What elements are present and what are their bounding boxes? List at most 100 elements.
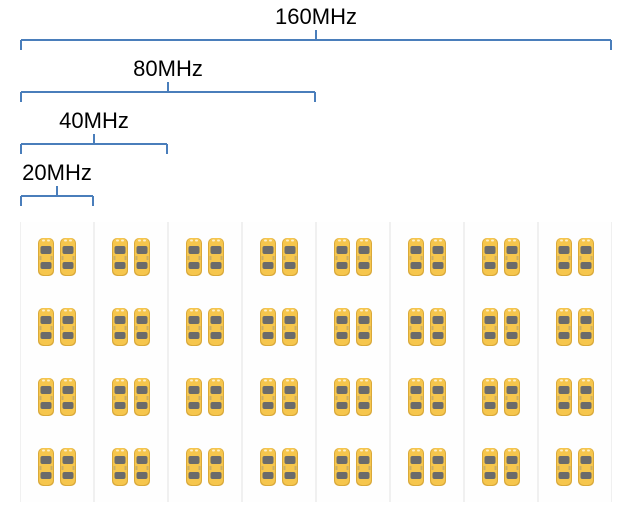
car-icon <box>555 446 573 488</box>
car-icon <box>407 306 425 348</box>
car-icon <box>133 306 151 348</box>
car-icon <box>555 306 573 348</box>
car-icon <box>333 236 351 278</box>
car-icon <box>59 306 77 348</box>
car-icon <box>577 376 595 418</box>
car-icon <box>207 306 225 348</box>
car-icon <box>37 446 55 488</box>
car-icon <box>37 306 55 348</box>
car-icon <box>111 236 129 278</box>
car-icon <box>429 236 447 278</box>
car-icon <box>407 446 425 488</box>
car-icon <box>355 376 373 418</box>
lane-cell <box>20 432 94 502</box>
car-icon <box>59 446 77 488</box>
car-icon <box>355 306 373 348</box>
car-icon <box>503 376 521 418</box>
lane-cell <box>390 432 464 502</box>
car-icon <box>407 376 425 418</box>
car-icon <box>407 236 425 278</box>
car-icon <box>333 236 351 278</box>
car-icon <box>59 236 77 278</box>
lane-cell <box>538 432 612 502</box>
lane-cell <box>94 362 168 432</box>
car-icon <box>555 236 573 278</box>
car-icon <box>577 446 595 488</box>
lane-cell <box>464 292 538 362</box>
lane-cell <box>464 362 538 432</box>
car-icon <box>207 446 225 488</box>
car-icon <box>133 236 151 278</box>
car-icon <box>281 446 299 488</box>
car-icon <box>577 446 595 488</box>
car-icon <box>185 236 203 278</box>
lane-cell <box>316 292 390 362</box>
car-icon <box>185 236 203 278</box>
car-icon <box>555 376 573 418</box>
lane-cell <box>168 432 242 502</box>
car-icon <box>481 446 499 488</box>
car-icon <box>207 236 225 278</box>
car-icon <box>355 236 373 278</box>
car-icon <box>481 236 499 278</box>
car-icon <box>481 376 499 418</box>
car-icon <box>185 376 203 418</box>
car-icon <box>259 376 277 418</box>
car-icon <box>333 376 351 418</box>
car-icon <box>207 376 225 418</box>
lane-cell <box>168 362 242 432</box>
car-icon <box>577 306 595 348</box>
car-icon <box>133 306 151 348</box>
car-icon <box>133 236 151 278</box>
channel-grid <box>20 222 612 502</box>
car-icon <box>355 446 373 488</box>
car-icon <box>59 236 77 278</box>
lane-cell <box>94 222 168 292</box>
car-icon <box>207 446 225 488</box>
car-icon <box>481 306 499 348</box>
car-icon <box>555 236 573 278</box>
car-icon <box>259 306 277 348</box>
car-icon <box>133 376 151 418</box>
car-icon <box>207 306 225 348</box>
car-icon <box>111 236 129 278</box>
car-icon <box>555 376 573 418</box>
car-icon <box>503 306 521 348</box>
lane-cell <box>464 222 538 292</box>
car-icon <box>429 376 447 418</box>
bandwidth-label: 40MHz <box>59 108 129 134</box>
car-icon <box>259 306 277 348</box>
car-icon <box>333 446 351 488</box>
car-icon <box>429 306 447 348</box>
car-icon <box>481 306 499 348</box>
lane-cell <box>538 292 612 362</box>
car-icon <box>355 376 373 418</box>
lane-cell <box>390 222 464 292</box>
car-icon <box>429 236 447 278</box>
lane-cell <box>390 362 464 432</box>
car-icon <box>481 376 499 418</box>
car-icon <box>407 306 425 348</box>
lane-cell <box>316 222 390 292</box>
car-icon <box>111 306 129 348</box>
car-icon <box>259 236 277 278</box>
car-icon <box>185 376 203 418</box>
car-icon <box>207 236 225 278</box>
car-icon <box>407 446 425 488</box>
car-icon <box>259 236 277 278</box>
bandwidth-label: 80MHz <box>133 56 203 82</box>
car-icon <box>281 376 299 418</box>
car-icon <box>37 236 55 278</box>
car-icon <box>133 446 151 488</box>
car-icon <box>59 376 77 418</box>
lane-cell <box>94 432 168 502</box>
lane-cell <box>168 222 242 292</box>
lane-cell <box>20 292 94 362</box>
bandwidth-bracket: 80MHz <box>20 58 316 104</box>
car-icon <box>355 306 373 348</box>
car-icon <box>185 306 203 348</box>
bandwidth-bracket: 20MHz <box>20 162 94 208</box>
car-icon <box>429 306 447 348</box>
car-icon <box>429 376 447 418</box>
car-icon <box>333 376 351 418</box>
